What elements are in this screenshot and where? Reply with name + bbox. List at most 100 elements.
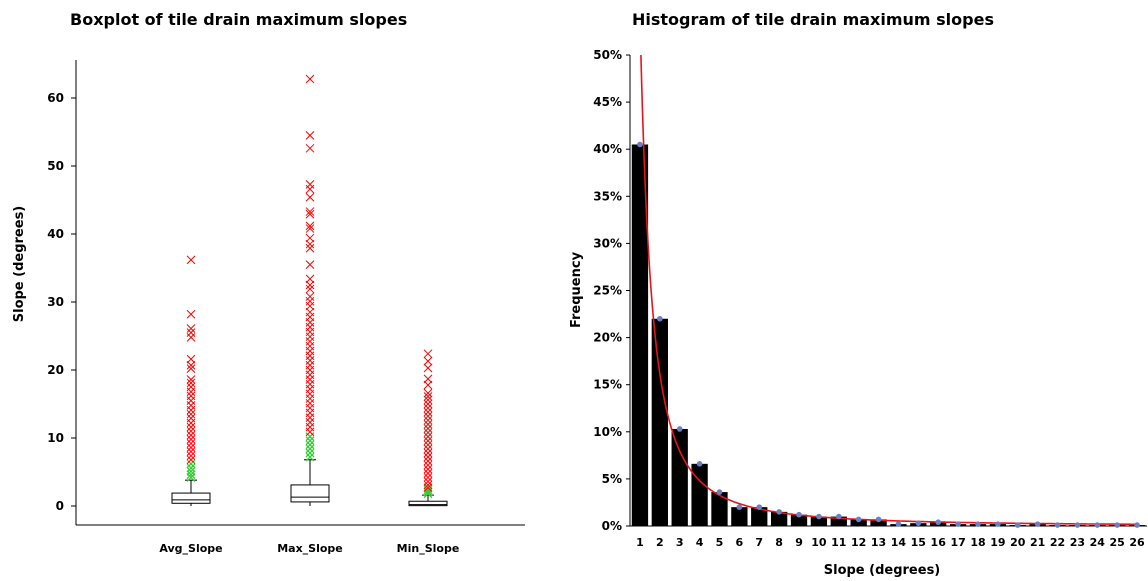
histogram-markers xyxy=(637,141,1140,528)
histogram-x-tick-label: 11 xyxy=(831,536,846,549)
far-outlier-point xyxy=(186,324,196,333)
near-outlier-point xyxy=(186,470,196,480)
far-outlier-point xyxy=(305,379,315,389)
far-outlier-point xyxy=(423,420,433,429)
far-outlier-point xyxy=(423,407,433,417)
far-outlier-point xyxy=(423,452,433,462)
far-outlier-point xyxy=(186,375,196,384)
far-outlier-point xyxy=(305,143,315,153)
histogram-bar xyxy=(631,144,649,527)
far-outlier-point xyxy=(186,413,196,423)
far-outlier-point xyxy=(305,365,315,375)
boxplot-axes: 0 10 20 30 40 50 60 Avg_Slope Max_Slope Min_Slope xyxy=(47,60,525,555)
far-outlier-point xyxy=(423,415,433,425)
far-outlier-point xyxy=(423,374,433,384)
histogram-x-tick-label: 18 xyxy=(970,536,985,549)
histogram-point xyxy=(657,315,663,322)
far-outlier-point xyxy=(305,301,315,311)
boxplot-x-tick-label: Min_Slope xyxy=(397,542,460,555)
boxplot-x-tick-label: Max_Slope xyxy=(277,542,343,555)
histogram-bar xyxy=(731,507,748,526)
far-outlier-point xyxy=(305,351,315,361)
far-outlier-point xyxy=(186,439,196,448)
near-outlier-point xyxy=(305,444,315,454)
far-outlier-point xyxy=(305,408,315,418)
histogram-point xyxy=(716,489,723,495)
far-outlier-point xyxy=(305,209,315,219)
histogram-point xyxy=(756,504,763,510)
far-outlier-point xyxy=(423,349,433,359)
histogram-bar xyxy=(790,514,808,526)
far-outlier-point xyxy=(305,280,315,290)
histogram-x-tick-label: 23 xyxy=(1070,536,1085,549)
histogram-x-tick-label: 16 xyxy=(931,536,947,549)
far-outlier-point xyxy=(423,456,433,466)
far-outlier-point xyxy=(186,430,196,440)
far-outlier-point xyxy=(305,180,315,189)
near-outlier-point xyxy=(305,448,315,458)
histogram-point xyxy=(1114,522,1120,528)
far-outlier-point xyxy=(305,284,315,294)
far-outlier-point xyxy=(423,356,433,366)
far-outlier-point xyxy=(186,255,196,265)
histogram-bar xyxy=(870,519,887,526)
far-outlier-point xyxy=(305,233,315,243)
far-outlier-point xyxy=(186,378,196,388)
far-outlier-point xyxy=(186,401,196,410)
histogram-x-tick-label: 3 xyxy=(676,536,684,549)
far-outlier-point xyxy=(186,443,196,452)
histogram-y-tick-label: 15% xyxy=(593,378,622,392)
histogram-point xyxy=(736,504,743,510)
far-outlier-point xyxy=(423,432,433,441)
histogram-y-tick-label: 50% xyxy=(593,48,622,62)
far-outlier-point xyxy=(423,411,433,421)
histogram-point xyxy=(1134,522,1140,528)
histogram-point xyxy=(855,516,862,523)
histogram-x-tick-label: 24 xyxy=(1090,536,1106,549)
far-outlier-point xyxy=(423,424,433,433)
far-outlier-point xyxy=(186,360,196,370)
far-outlier-point xyxy=(305,337,315,346)
histogram-bar xyxy=(770,511,788,526)
far-outlier-point xyxy=(186,447,196,456)
far-outlier-point xyxy=(423,444,433,454)
near-outlier-point xyxy=(186,459,196,469)
far-outlier-point xyxy=(305,184,315,194)
far-outlier-point xyxy=(423,464,433,474)
far-outlier-point xyxy=(423,440,433,450)
near-outlier-point xyxy=(305,452,315,462)
far-outlier-point xyxy=(186,426,196,436)
box-max-slope xyxy=(290,74,330,506)
histogram-y-tick-label: 5% xyxy=(602,472,622,486)
histogram-point xyxy=(835,513,842,520)
boxplot-chart: 0 10 20 30 40 50 60 Avg_Slope Max_Slope Min_Slope… xyxy=(12,60,525,555)
histogram-point xyxy=(975,521,981,527)
far-outlier-point xyxy=(186,328,196,337)
box-avg-slope xyxy=(171,255,211,506)
histogram-point xyxy=(1054,522,1061,528)
histogram-bar xyxy=(691,463,708,526)
far-outlier-point xyxy=(305,274,315,284)
far-outlier-point xyxy=(186,387,196,397)
fit-curve xyxy=(640,54,1138,526)
near-outlier-point xyxy=(305,436,315,446)
far-outlier-point xyxy=(186,391,196,401)
far-outlier-point xyxy=(423,395,433,405)
far-outlier-point xyxy=(305,398,315,408)
histogram-y-tick-label: 20% xyxy=(593,331,622,345)
far-outlier-point xyxy=(186,382,196,392)
histogram-x-tick-label: 22 xyxy=(1050,536,1065,549)
histogram-point xyxy=(816,513,822,520)
histogram-bar xyxy=(751,507,768,526)
histogram-point xyxy=(1074,522,1081,528)
histogram-point xyxy=(1034,521,1041,527)
histogram-axes: 0%5%10%15%20%25%30%35%40%45%50%1 2 3 4 5 6 7 8 9… xyxy=(593,48,1147,549)
far-outlier-point xyxy=(186,418,196,428)
far-outlier-point xyxy=(423,403,433,413)
boxplot-title: Boxplot of tile drain maximum slopes xyxy=(70,10,408,29)
histogram-x-tick-label: 2 xyxy=(656,536,664,549)
far-outlier-point xyxy=(423,473,433,482)
histogram-bar xyxy=(830,516,847,526)
histogram-point xyxy=(915,520,922,526)
far-outlier-point xyxy=(305,224,315,233)
